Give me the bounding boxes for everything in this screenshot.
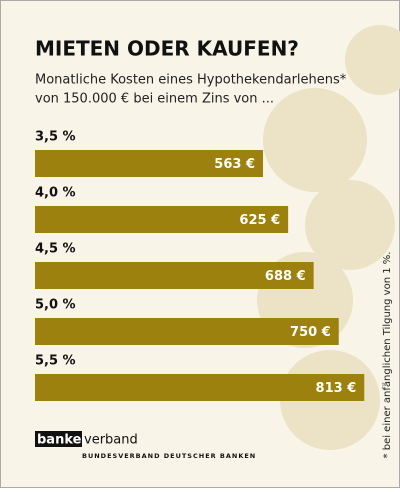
logo-box: [35, 431, 82, 447]
bar: [35, 262, 314, 289]
logo-tagline: BUNDESVERBAND DEUTSCHER BANKEN: [82, 452, 256, 460]
category-label: 3,5 %: [35, 130, 76, 145]
value-label: 563 €: [214, 157, 255, 172]
footnote: * bei einer anfänglichen Tilgung von 1 %…: [382, 252, 393, 459]
value-label: 750 €: [290, 325, 331, 340]
value-label: 688 €: [265, 269, 306, 284]
category-label: 5,5 %: [35, 354, 76, 369]
chart-title: MIETEN ODER KAUFEN?: [35, 37, 299, 61]
value-label: 625 €: [239, 213, 280, 228]
value-label: 813 €: [316, 381, 357, 396]
category-label: 4,0 %: [35, 186, 76, 201]
bar: [35, 374, 365, 401]
bar: [35, 206, 289, 233]
category-label: 4,5 %: [35, 242, 76, 257]
category-label: 5,0 %: [35, 298, 76, 313]
bar: [35, 318, 339, 345]
bar: [35, 150, 264, 177]
logo: verband: [84, 433, 138, 448]
logo: banker: [37, 433, 88, 448]
subtitle: Monatliche Kosten eines Hypothekendarleh…: [35, 73, 347, 88]
subtitle: von 150.000 € bei einem Zins von ...: [35, 92, 274, 107]
